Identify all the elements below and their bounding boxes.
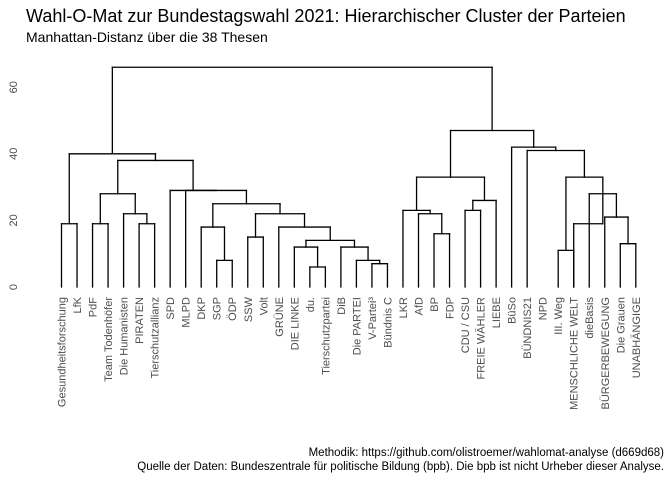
dendrogram-merge bbox=[216, 259, 233, 288]
leaf-label: BÜRGERBEWEGUNG bbox=[600, 297, 612, 409]
dendrogram-merge bbox=[355, 259, 381, 288]
leaf-label: dieBasis bbox=[584, 297, 596, 339]
leaf-label: du. bbox=[305, 297, 317, 312]
leaf-label: DiB bbox=[336, 297, 348, 315]
dendrogram-merge bbox=[185, 189, 248, 288]
leaf-label: DKP bbox=[196, 297, 208, 320]
leaf-label: Gesundheitsforschung bbox=[57, 297, 69, 407]
dendrogram-merge bbox=[122, 213, 148, 288]
leaf-label: FREIE WÄHLER bbox=[476, 297, 488, 380]
leaf-label: BüSo bbox=[507, 297, 519, 324]
leaf-label: DIE LINKE bbox=[289, 297, 301, 350]
leaf-labels: Gesundheitsforschung LfK PdF Team Todenhöfe… bbox=[57, 296, 643, 410]
leaf-label: BP bbox=[429, 297, 441, 312]
leaf-label: PdF bbox=[88, 297, 100, 317]
dendrogram-merge bbox=[200, 226, 226, 288]
leaf-label: UNABHÄNGIGE bbox=[631, 297, 643, 378]
dendrogram-merge bbox=[510, 146, 557, 288]
leaf-label: Bündnis C bbox=[382, 297, 394, 348]
leaf-label: Die Humanisten bbox=[119, 297, 131, 375]
dendrogram-merge bbox=[557, 249, 575, 288]
dendrogram-merge bbox=[305, 239, 356, 248]
dendrogram-merge bbox=[91, 223, 109, 288]
leaf-label: MLPD bbox=[181, 297, 193, 328]
dendrogram-merge bbox=[278, 226, 331, 288]
leaf-label: LIEBE bbox=[491, 297, 503, 328]
caption-line-1: Methodik: https://github.com/olistroemer… bbox=[309, 447, 665, 459]
leaf-label: NPD bbox=[538, 297, 550, 320]
leaf-label: III. Weg bbox=[553, 297, 565, 335]
dendrogram-merge bbox=[565, 176, 604, 252]
leaf-label: MENSCHLICHE WELT bbox=[569, 297, 581, 410]
dendrogram-merge bbox=[111, 66, 493, 155]
leaf-label: Die Grauen bbox=[615, 297, 627, 353]
leaf-label: PIRATEN bbox=[134, 297, 146, 344]
leaf-label: Volt bbox=[258, 297, 270, 315]
y-tick-label: 40 bbox=[8, 148, 20, 160]
leaf-label: FDP bbox=[445, 297, 457, 319]
dendrogram-merge bbox=[433, 233, 451, 288]
dendrogram-merge bbox=[619, 243, 637, 288]
dendrogram-merge bbox=[415, 176, 486, 212]
y-tick-label: 60 bbox=[8, 81, 20, 93]
dendrogram-merge bbox=[60, 223, 78, 288]
chart-title: Wahl-O-Mat zur Bundestagswahl 2021: Hier… bbox=[26, 6, 626, 26]
dendrogram-links bbox=[60, 66, 637, 288]
dendrogram-merge bbox=[526, 149, 586, 288]
leaf-label: V-Partei³ bbox=[367, 297, 379, 340]
dendrogram-merge bbox=[254, 213, 306, 238]
y-tick-label: 20 bbox=[8, 214, 20, 226]
leaf-label: Tierschutzpartei bbox=[320, 297, 332, 375]
dendrogram-merge bbox=[573, 193, 604, 288]
leaf-label: BÜNDNIS21 bbox=[522, 297, 534, 359]
dendrogram-merge bbox=[449, 129, 535, 178]
leaf-label: LfK bbox=[72, 296, 84, 313]
dendrogram-merge bbox=[247, 236, 264, 288]
leaf-label: SSW bbox=[243, 296, 255, 322]
leaf-label: Tierschutzallianz bbox=[150, 297, 162, 379]
leaf-label: Team Todenhöfer bbox=[103, 297, 115, 382]
leaf-label: ÖDP bbox=[227, 297, 239, 321]
leaf-label: AfD bbox=[413, 297, 425, 315]
y-tick-label: 0 bbox=[8, 284, 20, 290]
y-axis: 0 20 40 60 bbox=[8, 81, 20, 290]
leaf-label: CDU / CSU bbox=[460, 297, 472, 353]
dendrogram-merge bbox=[309, 266, 327, 288]
leaf-label: SGP bbox=[212, 297, 224, 320]
dendrogram-merge bbox=[402, 209, 431, 288]
dendrogram-merge bbox=[464, 209, 482, 288]
dendrogram-merge bbox=[138, 223, 156, 288]
dendrogram-merge bbox=[604, 216, 629, 288]
dendrogram-merge bbox=[117, 159, 194, 195]
chart-subtitle: Manhattan-Distanz über die 38 Thesen bbox=[26, 29, 268, 45]
leaf-label: GRÜNE bbox=[274, 297, 286, 337]
leaf-label: Die PARTEI bbox=[351, 297, 363, 355]
dendrogram-merge bbox=[169, 189, 217, 288]
dendrogram-merge bbox=[99, 193, 136, 225]
caption-line-2: Quelle der Daten: Bundeszentrale für pol… bbox=[137, 461, 664, 473]
leaf-label: SPD bbox=[165, 297, 177, 320]
dendrogram-merge bbox=[371, 263, 389, 288]
dendrogram-merge bbox=[472, 199, 497, 288]
dendrogram-merge bbox=[212, 203, 281, 228]
leaf-label: LKR bbox=[398, 297, 410, 318]
dendrogram-merge bbox=[340, 246, 369, 288]
dendrogram-merge bbox=[417, 213, 443, 288]
